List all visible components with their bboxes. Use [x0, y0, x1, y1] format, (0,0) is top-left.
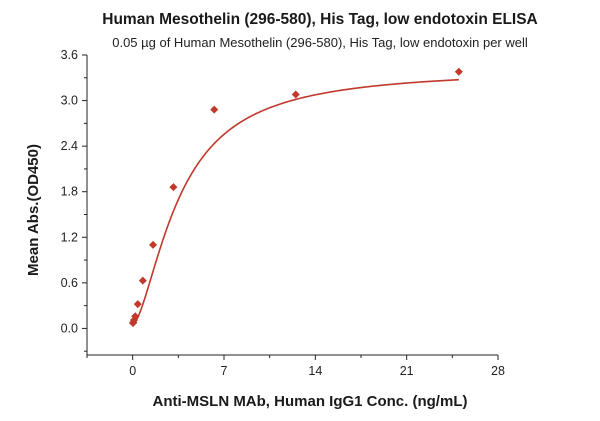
- data-point: [291, 90, 300, 99]
- y-tick-label: 1.8: [61, 185, 78, 199]
- axes: 0.0 0.6 1.2 1.8 2.4 3.0 3.6 0 7 14 21 28: [61, 48, 505, 378]
- y-axis-title: Mean Abs.(OD450): [25, 144, 42, 276]
- y-tick-label: 1.2: [61, 230, 78, 244]
- y-tick-label: 0.6: [61, 276, 78, 290]
- y-tick-label: 2.4: [61, 139, 78, 153]
- data-point: [138, 276, 147, 285]
- x-tick-label: 21: [400, 364, 414, 378]
- x-tick-label: 14: [308, 364, 322, 378]
- y-tick-label: 3.6: [61, 48, 78, 62]
- data-point: [133, 300, 142, 309]
- x-tick-label: 7: [221, 364, 228, 378]
- x-tick-label: 28: [491, 364, 505, 378]
- x-tick-label: 0: [129, 364, 136, 378]
- y-tick-label: 3.0: [61, 94, 78, 108]
- x-axis-title: Anti-MSLN MAb, Human IgG1 Conc. (ng/mL): [153, 393, 468, 410]
- y-tick-label: 0.0: [61, 321, 78, 335]
- data-point: [210, 105, 219, 114]
- fit-curve-group: [132, 78, 459, 326]
- data-point: [454, 67, 463, 76]
- fit-curve: [132, 78, 459, 326]
- data-point: [149, 240, 158, 249]
- chart-subtitle: 0.05 µg of Human Mesothelin (296-580), H…: [112, 35, 528, 50]
- chart-title: Human Mesothelin (296-580), His Tag, low…: [102, 11, 538, 28]
- data-point: [131, 312, 140, 321]
- data-points-group: [128, 67, 463, 328]
- data-point: [169, 183, 178, 192]
